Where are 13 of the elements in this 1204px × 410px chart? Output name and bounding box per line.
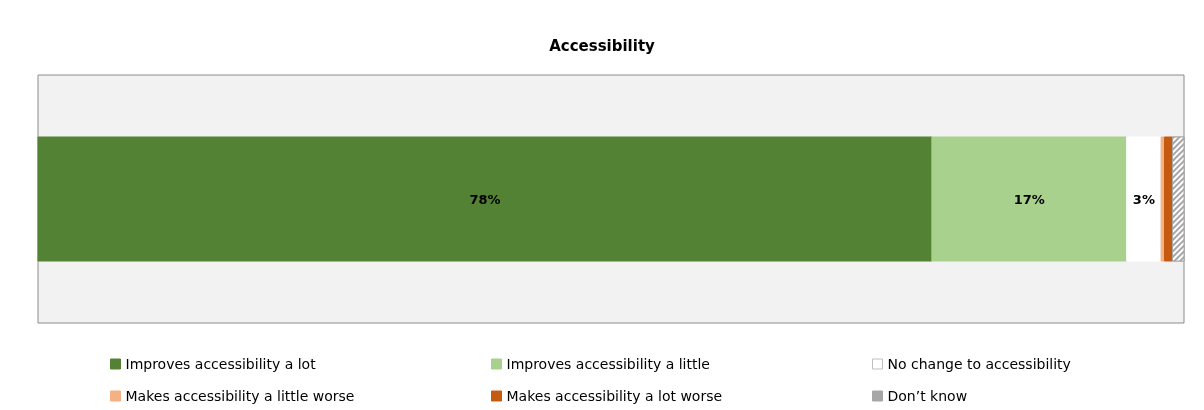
legend-label: Improves accessibility a lot bbox=[125, 356, 317, 372]
legend-label: Makes accessibility a little worse bbox=[125, 388, 355, 404]
bar bbox=[931, 136, 1128, 262]
data-label: 78% bbox=[469, 191, 501, 207]
data-label: 3% bbox=[1132, 191, 1155, 207]
bar bbox=[1160, 136, 1166, 262]
data-label: 17% bbox=[1013, 191, 1045, 207]
legend-label: Makes accessibility a lot worse bbox=[506, 388, 723, 404]
legend-label: Improves accessibility a little bbox=[506, 356, 710, 372]
legend-label: Don’t know bbox=[887, 388, 968, 404]
legend-label: No change to accessibility bbox=[887, 356, 1071, 372]
chart-title: Accessibility bbox=[549, 36, 656, 55]
bar bbox=[1126, 136, 1162, 262]
